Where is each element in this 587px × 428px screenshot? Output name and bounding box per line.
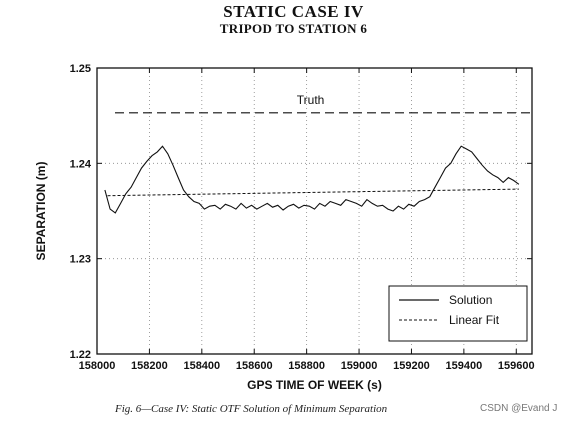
figure-caption: Fig. 6—Case IV: Static OTF Solution of M… <box>115 403 388 415</box>
x-tick-label: 159600 <box>498 360 535 372</box>
x-tick-label: 159000 <box>341 360 378 372</box>
plot-frame <box>96 67 533 355</box>
tick-layer: 1.22 1.23 1.24 1.25 158000 158200 158400 158600… <box>70 63 535 372</box>
truth-annotation: Truth <box>297 93 325 107</box>
series-line-solution <box>104 145 520 214</box>
x-tick-label: 158800 <box>288 360 325 372</box>
x-tick-label: 158600 <box>236 360 273 372</box>
series-line-linear-fit <box>107 188 519 197</box>
series-layer <box>104 112 532 214</box>
grid-layer <box>97 68 532 354</box>
x-tick-label: 158200 <box>131 360 168 372</box>
x-axis-label: GPS TIME OF WEEK (s) <box>247 378 382 392</box>
legend-label-linear-fit: Linear Fit <box>449 313 500 327</box>
x-tick-label: 159200 <box>393 360 430 372</box>
y-tick-label: 1.23 <box>70 254 91 266</box>
y-tick-label: 1.22 <box>70 349 91 361</box>
y-axis-label: SEPARATION (m) <box>34 162 48 261</box>
legend-label-solution: Solution <box>449 293 492 307</box>
plot-area: 1.22 1.23 1.24 1.25 158000 158200 158400 158600… <box>34 63 535 392</box>
watermark: CSDN @Evand J <box>480 403 558 414</box>
chart-title: STATIC CASE IV <box>223 2 364 21</box>
legend: Solution Linear Fit <box>388 285 528 342</box>
x-tick-label: 158000 <box>79 360 116 372</box>
x-tick-label: 159400 <box>446 360 483 372</box>
legend-box <box>388 285 528 342</box>
y-tick-label: 1.25 <box>70 63 91 75</box>
chart-subtitle: TRIPOD TO STATION 6 <box>219 21 368 36</box>
y-tick-label: 1.24 <box>70 158 92 170</box>
x-tick-label: 158400 <box>183 360 220 372</box>
